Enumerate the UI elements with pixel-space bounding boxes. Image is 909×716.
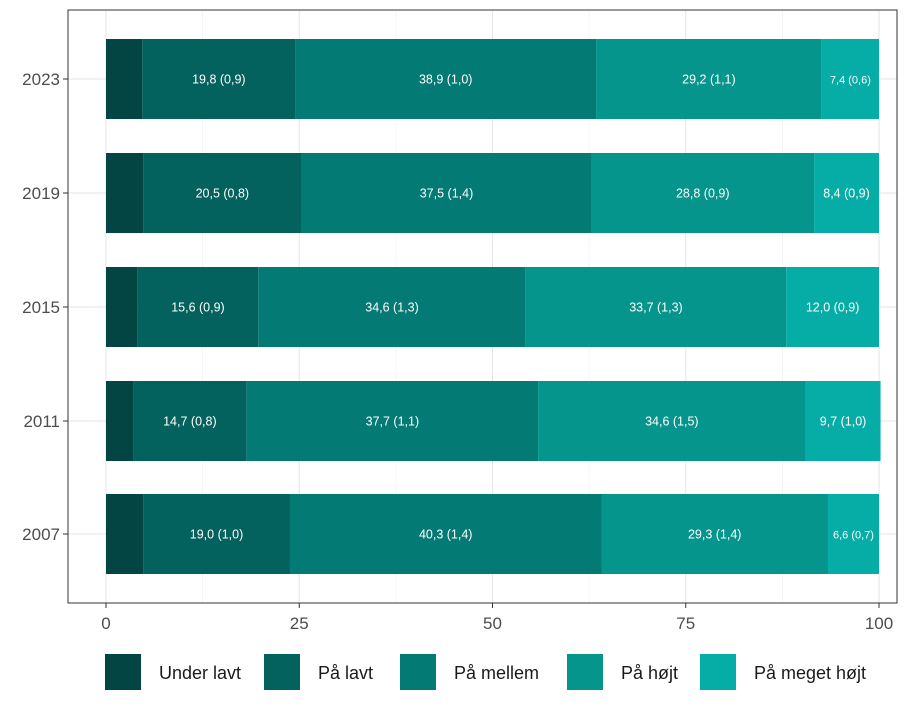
bar-labels: 19,8 (0,9) 38,9 (1,0) 29,2 (1,1) 7,4 (0,6) 2…: [163, 73, 874, 542]
bar-segment-2023-1: [142, 39, 296, 119]
bar-segment-2019-4: [814, 153, 879, 233]
bar-segment-2011-0: [106, 381, 134, 461]
bar-value-label: 14,7 (0,8): [163, 415, 217, 429]
bar-value-label: 33,7 (1,3): [629, 301, 683, 315]
legend-label: På meget højt: [754, 663, 866, 683]
y-tick-label: 2011: [23, 412, 60, 431]
bar-value-label: 8,4 (0,9): [823, 187, 870, 201]
x-tick-label: 25: [290, 614, 309, 633]
bar-segment-2023-3: [596, 39, 822, 119]
bar-segment-2015-4: [786, 267, 879, 347]
legend-key: [700, 654, 736, 690]
legend-key: [105, 654, 141, 690]
bar-value-label: 19,0 (1,0): [190, 528, 244, 542]
bar-value-label: 38,9 (1,0): [419, 73, 473, 87]
bar-segment-2007-0: [106, 494, 144, 574]
bar-value-label: 15,6 (0,9): [171, 301, 225, 315]
bars: [106, 39, 881, 574]
bar-segment-2011-3: [538, 381, 806, 461]
legend-key: [264, 654, 300, 690]
bar-value-label: 34,6 (1,5): [645, 415, 699, 429]
bar-segment-2019-2: [301, 153, 592, 233]
bar-value-label: 7,4 (0,6): [830, 75, 871, 87]
bar-segment-2007-4: [827, 494, 879, 574]
bar-segment-2011-2: [246, 381, 539, 461]
bar-segment-2019-3: [591, 153, 815, 233]
legend-label: På lavt: [318, 663, 373, 683]
x-tick-label: 50: [483, 614, 502, 633]
y-tick-label: 2023: [22, 70, 60, 89]
x-tick-label: 100: [865, 614, 893, 633]
y-tick-label: 2007: [22, 525, 60, 544]
y-tick-label: 2015: [22, 298, 60, 317]
bar-value-label: 28,8 (0,9): [676, 187, 730, 201]
legend-label: På højt: [621, 663, 678, 683]
y-tick-label: 2019: [22, 184, 60, 203]
bar-segment-2023-0: [106, 39, 143, 119]
bar-segment-2015-3: [525, 267, 787, 347]
bar-segment-2015-0: [106, 267, 138, 347]
legend-label: Under lavt: [159, 663, 241, 683]
bar-value-label: 40,3 (1,4): [419, 528, 473, 542]
legend-label: På mellem: [454, 663, 539, 683]
bar-value-label: 37,5 (1,4): [420, 187, 474, 201]
bar-value-label: 34,6 (1,3): [365, 301, 419, 315]
bar-segment-2007-3: [601, 494, 828, 574]
x-tick-label: 75: [676, 614, 695, 633]
legend-key: [567, 654, 603, 690]
axes: 2023 2019 2015 2011 2007 0 25 50 75 100: [22, 70, 893, 633]
bar-segment-2015-2: [258, 267, 526, 347]
bar-segment-2023-4: [821, 39, 879, 119]
bar-segment-2023-2: [295, 39, 597, 119]
bar-value-label: 6,6 (0,7): [833, 530, 874, 542]
x-tick-label: 0: [101, 614, 110, 633]
bar-segment-2019-0: [106, 153, 144, 233]
legend: Under lavt På lavt På mellem På højt På mege…: [105, 654, 866, 690]
bar-segment-2007-1: [143, 494, 290, 574]
bar-value-label: 37,7 (1,1): [366, 415, 420, 429]
bar-segment-2011-4: [805, 381, 881, 461]
bar-value-label: 12,0 (0,9): [806, 301, 860, 315]
bar-segment-2007-2: [289, 494, 602, 574]
bar-value-label: 29,3 (1,4): [688, 528, 742, 542]
bar-value-label: 29,2 (1,1): [682, 73, 736, 87]
bar-value-label: 20,5 (0,8): [196, 187, 250, 201]
bar-segment-2015-1: [137, 267, 259, 347]
bar-segment-2011-1: [133, 381, 247, 461]
legend-key: [400, 654, 436, 690]
bar-value-label: 19,8 (0,9): [192, 73, 246, 87]
bar-segment-2019-1: [143, 153, 302, 233]
bar-value-label: 9,7 (1,0): [820, 415, 867, 429]
